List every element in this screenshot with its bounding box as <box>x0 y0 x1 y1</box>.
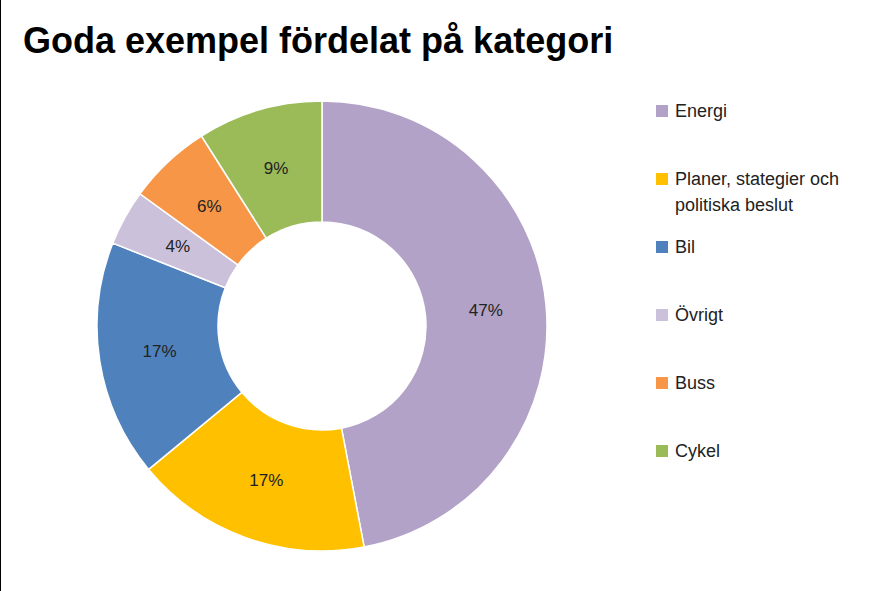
chart-svg: 47% 17% 17% 4% 6% 9% <box>1 0 887 591</box>
legend-item: Energi <box>656 98 871 124</box>
legend-swatch <box>656 241 668 253</box>
data-label: 4% <box>166 237 191 256</box>
legend-swatch <box>656 105 668 117</box>
slices <box>97 101 547 551</box>
legend-swatch <box>656 309 668 321</box>
chart-stage: Goda exempel fördelat på kategori 47% 17%… <box>0 0 887 591</box>
legend-item: Övrigt <box>656 302 871 328</box>
legend-label: Planer, stategier och politiska beslut <box>675 166 871 218</box>
legend-swatch <box>656 377 668 389</box>
legend-item: Bil <box>656 234 871 260</box>
slice <box>322 101 547 547</box>
data-label: 6% <box>197 197 222 216</box>
data-labels: 47% 17% 17% 4% 6% 9% <box>143 159 503 491</box>
data-label: 17% <box>143 342 177 361</box>
title: Goda exempel fördelat på kategori <box>23 20 613 62</box>
slice <box>201 101 322 238</box>
legend-item: Buss <box>656 370 871 396</box>
legend-label: Buss <box>675 370 871 396</box>
legend-item: Planer, stategier och politiska beslut <box>656 166 871 218</box>
data-label: 47% <box>469 301 503 320</box>
legend-label: Cykel <box>675 438 871 464</box>
legend-item: Cykel <box>656 438 871 464</box>
data-label: 9% <box>264 159 289 178</box>
legend-label: Energi <box>675 98 871 124</box>
legend-label: Bil <box>675 234 871 260</box>
legend-swatch <box>656 445 668 457</box>
legend-label: Övrigt <box>675 302 871 328</box>
data-label: 17% <box>249 471 283 490</box>
legend-swatch <box>656 173 668 185</box>
